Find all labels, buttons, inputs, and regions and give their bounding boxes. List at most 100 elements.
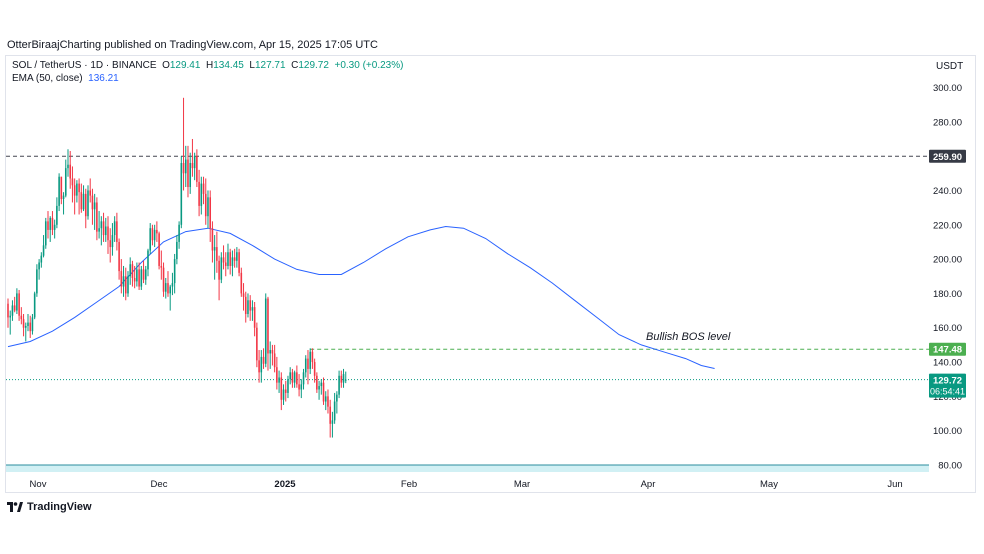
candle — [127, 271, 129, 297]
y-tick-label: 160.00 — [933, 323, 962, 334]
candle-body — [302, 372, 305, 385]
candle — [118, 238, 120, 280]
candle-body — [60, 176, 63, 200]
ema-label[interactable]: EMA (50, close) — [12, 73, 83, 84]
candle-body — [191, 163, 194, 169]
candle — [169, 284, 172, 311]
candle — [311, 348, 314, 369]
candle-body — [331, 420, 334, 424]
candle-body — [242, 293, 245, 297]
candle-body — [307, 358, 309, 369]
candle-body — [56, 205, 58, 225]
candle-body — [153, 229, 156, 241]
candle-body — [158, 233, 160, 266]
candle — [158, 231, 160, 270]
candle-body — [180, 163, 183, 225]
open-label: O — [162, 60, 170, 71]
candle-body — [196, 156, 198, 182]
low-label: L — [249, 60, 255, 71]
candle — [264, 293, 267, 368]
candle — [171, 272, 174, 296]
y-tick-label: 180.00 — [933, 289, 962, 300]
y-tick-label: 200.00 — [933, 255, 962, 266]
candle — [204, 178, 207, 225]
candle — [80, 183, 83, 213]
candle — [67, 149, 69, 177]
symbol-legend: SOL / TetherUS · 1D · BINANCE O129.41 H1… — [12, 60, 403, 71]
candle-body — [149, 228, 152, 251]
candle — [22, 314, 25, 337]
candle-body — [249, 300, 251, 311]
candle-body — [333, 401, 336, 421]
currency-unit-label[interactable]: USDT — [936, 61, 964, 72]
candle-body — [247, 300, 249, 315]
candle-body — [271, 350, 274, 354]
candle-body — [204, 193, 207, 217]
candle-body — [162, 267, 165, 292]
candle-body — [120, 271, 123, 287]
candle-body — [93, 202, 96, 210]
candle-body — [324, 396, 327, 402]
candle — [109, 228, 112, 263]
candle — [331, 411, 334, 438]
candle-body — [313, 362, 316, 376]
y-tick-label: 300.00 — [933, 83, 962, 94]
candle — [18, 289, 20, 321]
candle-body — [224, 262, 227, 266]
candle — [302, 368, 305, 390]
candle-body — [116, 221, 118, 242]
candle — [267, 296, 269, 371]
candle — [271, 344, 274, 366]
candle-body — [189, 163, 192, 188]
candle-body — [40, 255, 43, 263]
candle-body — [287, 379, 289, 393]
candle — [187, 145, 189, 198]
candle-body — [311, 351, 314, 363]
candle-body — [133, 277, 136, 282]
candle-body — [13, 305, 16, 311]
candle-body — [344, 379, 347, 381]
candle-body — [20, 315, 23, 320]
candle — [124, 267, 127, 301]
candle — [111, 223, 114, 256]
tradingview-logo[interactable]: TradingView — [7, 501, 92, 513]
candle — [173, 253, 176, 294]
candle — [33, 291, 36, 320]
candle — [282, 384, 285, 405]
close-value: 129.72 — [298, 60, 329, 71]
candle — [287, 375, 289, 399]
last-price-tag-bg — [929, 373, 966, 398]
chart-pane[interactable] — [5, 55, 976, 493]
candle — [102, 212, 105, 242]
candle-body — [124, 276, 127, 294]
candle — [304, 355, 307, 378]
candle-body — [58, 176, 60, 206]
tradingview-logo-icon — [7, 502, 23, 512]
candle — [136, 262, 138, 287]
candle-body — [240, 272, 243, 294]
candle-body — [113, 221, 116, 236]
candle-body — [213, 247, 216, 251]
candle — [238, 248, 240, 277]
candle — [233, 248, 236, 268]
candle — [231, 250, 234, 277]
candle — [100, 216, 103, 246]
candle — [213, 235, 216, 280]
candle-body — [273, 353, 276, 368]
candle — [16, 288, 18, 315]
x-tick-label: Mar — [514, 479, 530, 490]
candle — [58, 173, 60, 212]
candle-body — [338, 375, 340, 395]
candle-body — [164, 283, 167, 292]
candle — [336, 391, 338, 414]
candle — [196, 149, 198, 188]
candle — [327, 389, 329, 414]
symbol-name[interactable]: SOL / TetherUS · 1D · BINANCE — [12, 60, 157, 71]
candle — [176, 235, 178, 265]
candle — [236, 247, 238, 268]
candle-body — [160, 265, 163, 268]
candle-body — [267, 298, 269, 354]
candle — [296, 365, 298, 388]
candle-body — [47, 221, 49, 230]
